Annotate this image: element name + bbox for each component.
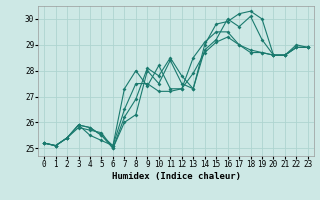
- X-axis label: Humidex (Indice chaleur): Humidex (Indice chaleur): [111, 172, 241, 181]
